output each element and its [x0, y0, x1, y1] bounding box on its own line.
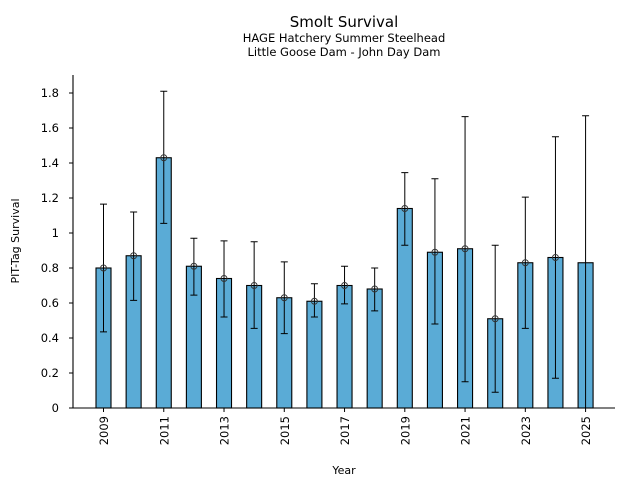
- x-tick-label: 2009: [97, 416, 111, 445]
- y-tick-label: 0.4: [41, 331, 59, 345]
- point-marker-2020: [431, 248, 439, 256]
- x-tick-label: 2011: [157, 416, 171, 445]
- chart-subtitle-line-1: HAGE Hatchery Summer Steelhead: [242, 31, 446, 45]
- y-tick-label: 0.8: [41, 261, 59, 275]
- y-tick-label: 1.8: [41, 86, 59, 100]
- x-tick-label: 2019: [398, 416, 412, 445]
- point-marker-2012: [190, 262, 198, 270]
- x-tick-label: 2023: [519, 416, 533, 445]
- x-tick-label: 2025: [579, 416, 593, 445]
- point-marker-2013: [220, 275, 228, 282]
- y-tick-label: 0: [52, 401, 59, 415]
- point-marker-2023: [521, 259, 529, 267]
- chart-subtitle-line-2: Little Goose Dam - John Day Dam: [247, 45, 441, 59]
- y-ticks-group: 0 0.2 0.4 0.6 0.8 1 1.2 1.4 1.6 1.8: [41, 86, 73, 415]
- x-tick-label: 2021: [459, 416, 473, 445]
- point-marker-2021: [461, 245, 469, 253]
- point-marker-2015: [280, 294, 288, 302]
- x-tick-label: 2015: [278, 416, 292, 445]
- y-tick-label: 1.4: [41, 156, 59, 170]
- point-marker-2014: [250, 282, 258, 289]
- point-marker-2024: [552, 254, 559, 261]
- point-marker-2011: [160, 154, 168, 162]
- point-marker-2019: [401, 205, 409, 212]
- point-marker-2018: [371, 285, 379, 293]
- point-marker-2022: [491, 315, 499, 323]
- y-tick-label: 0.6: [41, 296, 59, 310]
- y-tick-label: 1: [52, 226, 59, 240]
- point-marker-2010: [130, 252, 138, 260]
- chart-title: Smolt Survival: [289, 13, 399, 31]
- point-marker-2016: [310, 297, 318, 305]
- x-tick-label: 2017: [338, 416, 352, 445]
- point-marker-2009: [100, 264, 107, 272]
- y-tick-label: 1.6: [41, 121, 59, 135]
- x-tick-label: 2013: [218, 416, 232, 445]
- y-tick-label: 0.2: [41, 366, 59, 380]
- point-marker-2017: [341, 282, 348, 289]
- y-axis-label: PIT-Tag Survival: [9, 198, 22, 283]
- x-ticks-group: 2009 2011 2013 2015 2017 2019 2021 2023 2025: [97, 408, 593, 445]
- y-tick-label: 1.2: [41, 191, 59, 205]
- x-axis-label: Year: [331, 464, 356, 477]
- error-bars-group: [100, 90, 590, 408]
